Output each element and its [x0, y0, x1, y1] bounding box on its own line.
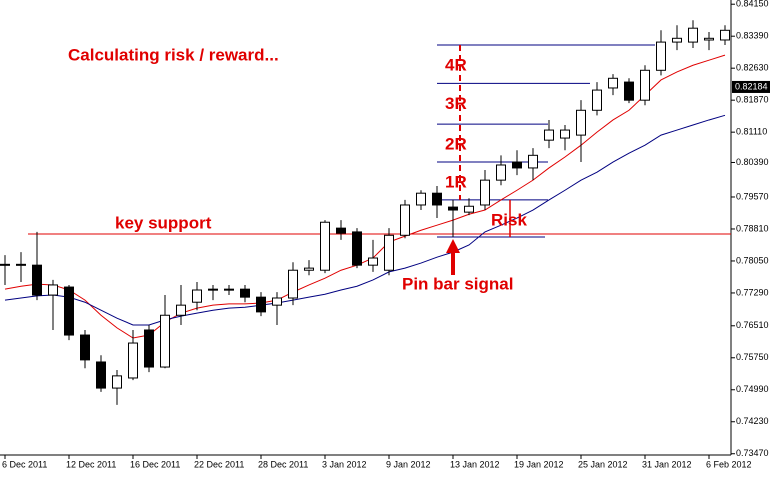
candle-body [464, 205, 474, 213]
candle-body [80, 334, 90, 361]
candle-body [512, 161, 522, 169]
y-tick-label: 0.73470 [736, 448, 769, 458]
x-tick-label: 6 Feb 2012 [706, 459, 752, 469]
candle-body [144, 329, 154, 368]
x-tick-label: 9 Jan 2012 [386, 459, 431, 469]
last-price-box [732, 80, 770, 93]
support-label: key support [115, 214, 212, 233]
y-tick-label: 0.82630 [736, 63, 769, 73]
x-tick-label: 25 Jan 2012 [578, 459, 628, 469]
candle-body [112, 375, 122, 389]
y-tick-label: 0.83390 [736, 31, 769, 41]
x-tick-label: 13 Jan 2012 [450, 459, 500, 469]
candle-body [272, 297, 282, 306]
candle-body [432, 192, 442, 206]
moving-average [4, 114, 726, 326]
candle-body [64, 286, 74, 336]
candle-body [528, 154, 538, 169]
candle-body [720, 29, 730, 41]
candle-body [656, 41, 666, 71]
candle-body [496, 164, 506, 181]
candle-body [240, 288, 250, 298]
candle-body [32, 264, 42, 296]
candle-body [416, 192, 426, 206]
arrow-head [446, 238, 460, 253]
y-tick-label: 0.84150 [736, 0, 769, 9]
candle-body [208, 288, 218, 291]
candle-body [592, 89, 602, 111]
candle-body [320, 221, 330, 271]
x-tick-label: 12 Dec 2011 [66, 459, 116, 469]
candle-body [400, 204, 410, 236]
y-tick-label: 0.81870 [736, 95, 769, 105]
y-tick-label: 0.74230 [736, 416, 769, 426]
candle-body [480, 179, 490, 206]
candle-body [560, 129, 570, 139]
candle-body [688, 27, 698, 43]
y-tick-label: 0.77290 [736, 287, 769, 297]
candle-body [640, 69, 650, 101]
candle-body [352, 231, 362, 266]
x-tick-label: 19 Jan 2012 [514, 459, 564, 469]
candle-body [224, 288, 234, 291]
candle-body [576, 109, 586, 136]
y-tick-label: 0.79570 [736, 191, 769, 201]
candle-body [288, 269, 298, 299]
candle-body [336, 227, 346, 234]
target-label: 2R [445, 135, 467, 154]
y-tick-label: 0.74990 [736, 384, 769, 394]
risk-label: Risk [491, 210, 527, 229]
candle-body [368, 257, 378, 266]
last-price-label: 0.82184 [735, 81, 768, 91]
candle-body [672, 37, 682, 43]
target-label: 1R [445, 173, 467, 192]
chart-title: Calculating risk / reward... [68, 45, 279, 64]
candle-body [176, 304, 186, 316]
candle-body [96, 361, 106, 389]
x-tick-label: 6 Dec 2011 [2, 459, 47, 469]
candle-body [544, 129, 554, 141]
y-tick-label: 0.78050 [736, 255, 769, 265]
y-tick-label: 0.80390 [736, 157, 769, 167]
y-tick-label: 0.76510 [736, 320, 769, 330]
candle-body [160, 314, 170, 368]
target-label: 3R [445, 94, 467, 113]
candle-body [608, 77, 618, 89]
signal-label: Pin bar signal [402, 274, 513, 293]
candle-body [128, 342, 138, 379]
candle-body [304, 267, 314, 271]
y-tick-label: 0.81110 [736, 127, 767, 137]
x-tick-label: 22 Dec 2011 [194, 459, 244, 469]
candle-body [192, 289, 202, 303]
candle-body [384, 234, 394, 271]
x-tick-label: 31 Jan 2012 [642, 459, 692, 469]
target-label: 4R [445, 56, 467, 75]
x-tick-label: 28 Dec 2011 [258, 459, 308, 469]
y-tick-label: 0.75750 [736, 352, 769, 362]
candle-body [48, 284, 58, 296]
candle-body [624, 81, 634, 101]
candle-body [16, 263, 26, 266]
x-tick-label: 16 Dec 2011 [130, 459, 180, 469]
x-tick-label: 3 Jan 2012 [322, 459, 367, 469]
candle-body [704, 37, 714, 41]
candle-body [0, 263, 10, 266]
moving-average [4, 54, 726, 339]
candle-body [448, 206, 458, 211]
y-tick-label: 0.78810 [736, 223, 769, 233]
candle-body [256, 296, 266, 313]
